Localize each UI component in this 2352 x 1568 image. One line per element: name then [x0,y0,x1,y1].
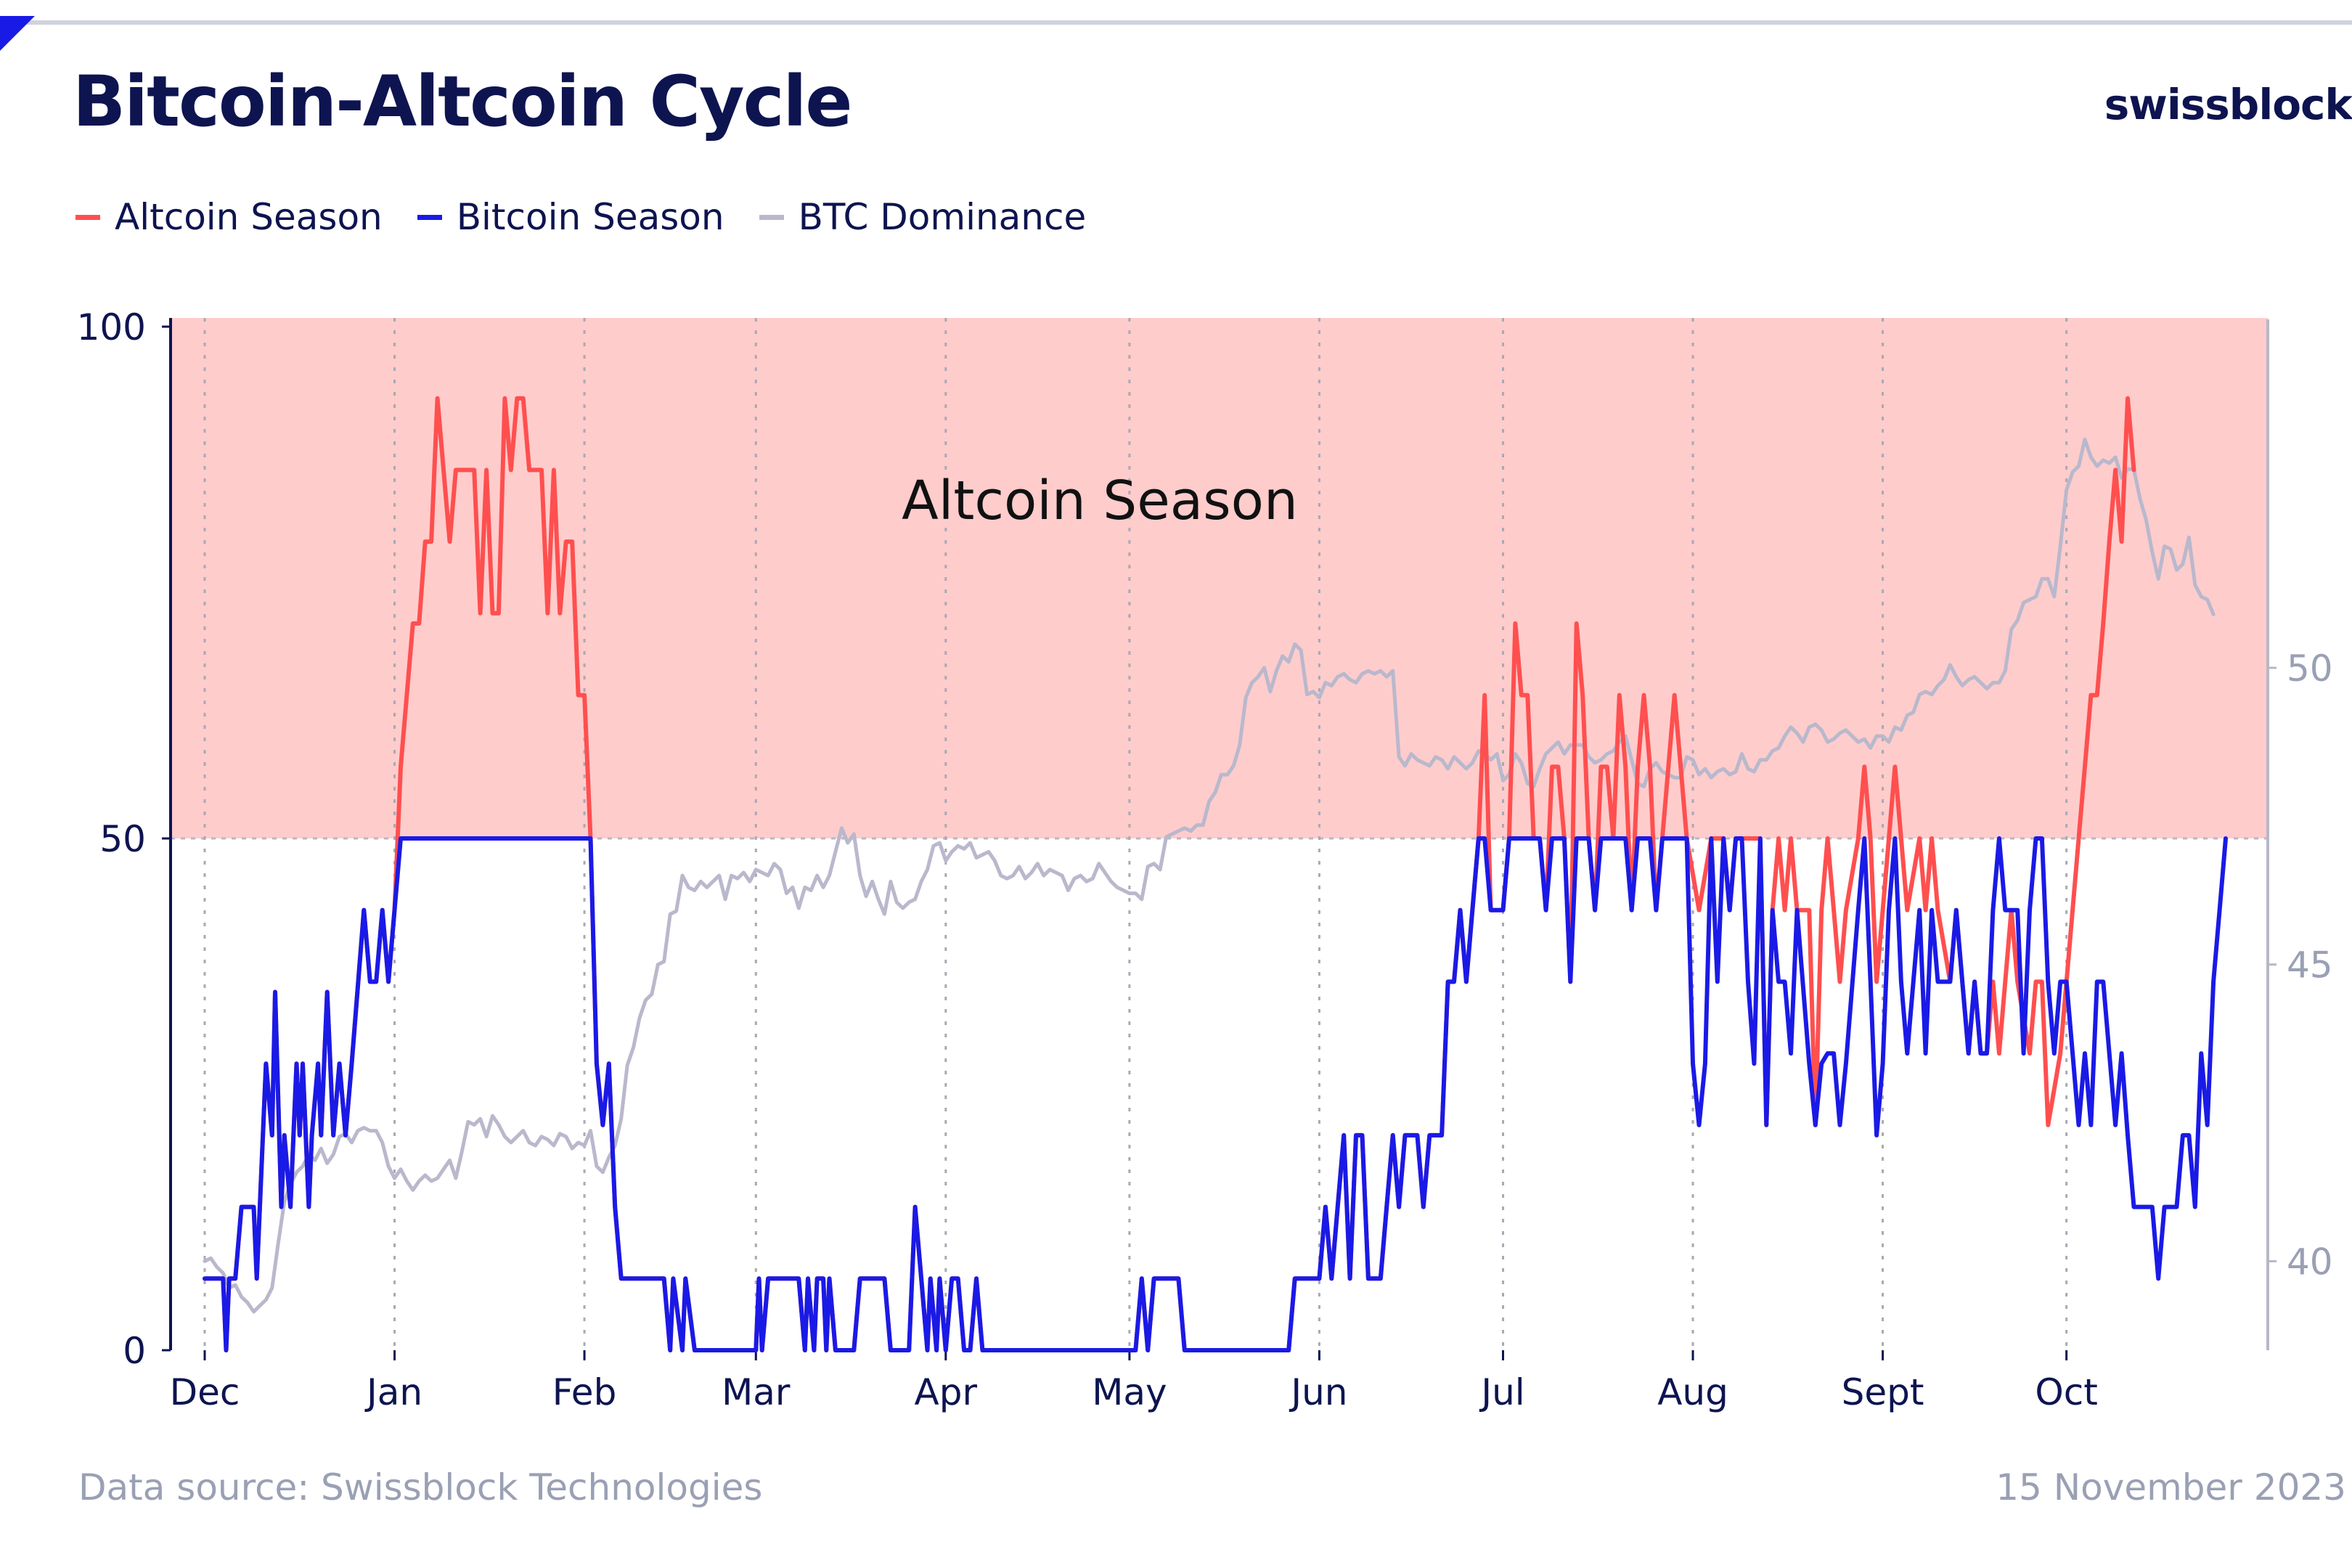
legend-item-bitcoin-season: Bitcoin Season [417,196,724,238]
legend-label-altcoin-season: Altcoin Season [115,196,383,238]
legend: Altcoin Season Bitcoin Season BTC Domina… [75,196,1086,238]
y-tick-label-0: 0 [123,1330,146,1372]
y2-tick-label-45: 45 [2287,944,2333,987]
top-rule [0,20,2352,25]
y2-tick-label-50: 50 [2287,648,2333,690]
series-line-bitcoin-season [203,836,2228,1352]
altcoin-season-zone [171,318,2268,838]
x-tick-label-aug: Aug [1657,1371,1728,1413]
altcoin-season-swatch [75,214,100,220]
x-tick-label-may: May [1092,1371,1167,1413]
bitcoin-season-swatch [417,214,442,220]
legend-item-altcoin-season: Altcoin Season [75,196,383,238]
x-tick-label-jun: Jun [1289,1371,1347,1413]
legend-label-bitcoin-season: Bitcoin Season [456,196,724,238]
corner-accent-mark [0,16,35,51]
legend-item-btc-dominance: BTC Dominance [759,196,1087,238]
brand-logo: swissblock [2104,80,2352,129]
x-tick-label-mar: Mar [722,1371,791,1413]
x-tick-label-dec: Dec [170,1371,240,1413]
x-tick-label-oct: Oct [2035,1371,2097,1413]
x-tick-label-sept: Sept [1842,1371,1924,1413]
publication-date: 15 November 2023 [1996,1466,2346,1508]
y-tick-label-50: 50 [99,818,146,860]
x-tick-label-apr: Apr [915,1371,978,1413]
y2-tick-label-40: 40 [2287,1241,2333,1283]
legend-label-btc-dominance: BTC Dominance [798,196,1087,238]
x-tick-label-jan: Jan [364,1371,422,1413]
altcoin-season-region-label: Altcoin Season [902,470,1298,532]
series-line-btc-dominance [203,437,2216,1314]
data-source-note: Data source: Swissblock Technologies [78,1466,763,1508]
y-tick-label-100: 100 [77,306,146,348]
x-tick-label-jul: Jul [1479,1371,1524,1413]
btc-dominance-swatch [759,214,784,220]
x-tick-label-feb: Feb [552,1371,617,1413]
chart-title: Bitcoin-Altcoin Cycle [73,61,852,142]
